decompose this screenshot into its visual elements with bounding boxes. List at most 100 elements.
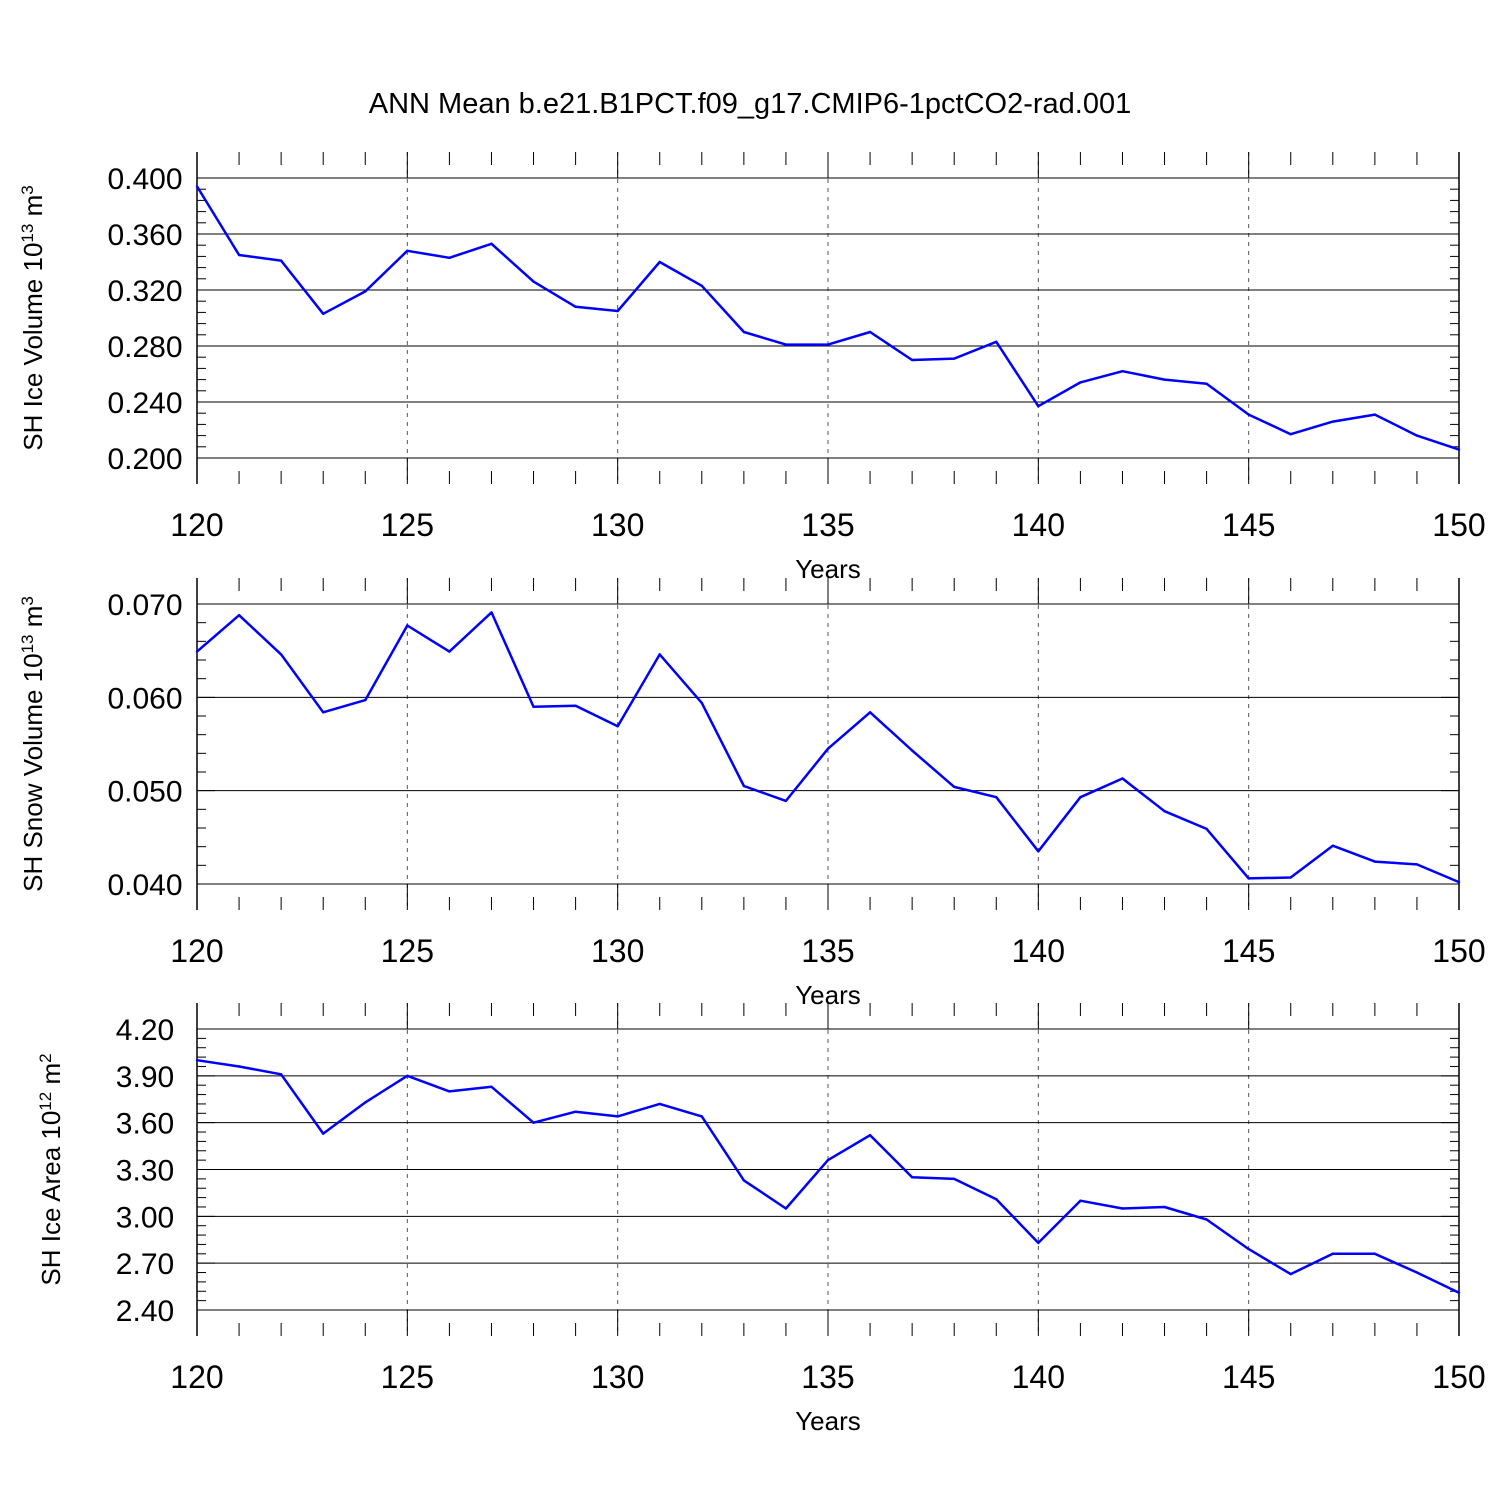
- x-tick-label: 150: [1432, 1359, 1485, 1395]
- panel-3: 2.40 2.70 3.00 3.30 3.60 3.90 4.20 120 125 130 135…: [36, 1003, 1486, 1436]
- data-point: [532, 280, 535, 283]
- data-point: [1415, 434, 1419, 437]
- data-point: [1373, 860, 1377, 863]
- data-point: [910, 1176, 914, 1179]
- x-tick-label: 150: [1432, 507, 1485, 543]
- x-tick-label: 120: [170, 1359, 223, 1395]
- data-point: [1121, 777, 1124, 780]
- y-tick-label: 0.200: [107, 443, 182, 476]
- data-point: [700, 1115, 703, 1118]
- y-tick-label: 0.050: [107, 776, 182, 809]
- y-axis-label-superscript: 13: [18, 634, 37, 653]
- data-point: [1247, 1247, 1250, 1251]
- panel-2: 0.040 0.050 0.060 0.070 120 125 130 135 140 145 15…: [18, 578, 1486, 1010]
- y-tick-label: 3.90: [116, 1061, 174, 1094]
- y-axis-label-text: SH Snow Volume 10: [18, 653, 48, 891]
- y-tick-label: 0.040: [107, 869, 182, 902]
- data-point: [1163, 378, 1166, 381]
- data-point: [784, 799, 788, 803]
- data-point: [237, 1065, 241, 1068]
- data-point: [279, 1073, 283, 1076]
- x-tick-label: 125: [381, 933, 434, 969]
- data-point: [1415, 863, 1419, 866]
- data-point: [1247, 413, 1250, 416]
- data-point: [910, 358, 914, 362]
- y-axis-label: SH Ice Volume 1013 m3: [18, 185, 49, 450]
- data-point: [237, 614, 241, 617]
- data-point: [1289, 433, 1292, 436]
- data-point: [995, 340, 998, 343]
- data-point: [195, 185, 199, 188]
- data-point: [1289, 876, 1292, 879]
- data-point: [448, 650, 451, 653]
- data-point: [1079, 381, 1082, 384]
- y-tick-label: 3.60: [116, 1108, 174, 1141]
- data-point: [1037, 405, 1040, 408]
- data-point: [826, 747, 830, 750]
- data-point: [910, 749, 914, 752]
- x-tick-label: 135: [801, 1359, 854, 1395]
- y-axis-label-superscript: 3: [18, 185, 37, 194]
- data-point: [1205, 382, 1208, 385]
- y-axis-label-superscript: 12: [36, 1092, 55, 1111]
- data-point: [406, 249, 409, 252]
- data-point: [742, 784, 746, 788]
- data-point: [1373, 413, 1377, 416]
- data-point: [784, 1207, 788, 1210]
- data-point: [658, 260, 661, 264]
- data-point: [364, 290, 367, 293]
- y-tick-label: 0.070: [107, 589, 182, 622]
- data-point: [868, 711, 872, 714]
- y-tick-label: 0.400: [107, 163, 182, 196]
- data-point: [995, 1198, 998, 1201]
- data-point: [868, 330, 872, 334]
- y-axis-label-superscript: 13: [18, 224, 37, 243]
- x-tick-label: 150: [1432, 933, 1485, 969]
- data-point: [448, 256, 451, 259]
- data-point: [616, 1115, 619, 1118]
- y-tick-label: 0.360: [107, 219, 182, 252]
- y-tick-label: 0.320: [107, 275, 182, 308]
- data-point: [1331, 420, 1335, 423]
- data-point: [279, 653, 283, 656]
- data-point: [490, 1085, 493, 1089]
- data-point: [1163, 810, 1166, 813]
- data-point: [1331, 1252, 1335, 1256]
- data-point: [364, 1101, 367, 1104]
- data-point: [742, 1179, 746, 1182]
- data-point: [195, 650, 199, 653]
- data-point: [532, 1121, 535, 1124]
- x-tick-label: 130: [591, 1359, 644, 1395]
- data-point: [574, 1110, 577, 1113]
- y-axis-label-superscript: 3: [18, 596, 37, 605]
- data-point: [1457, 880, 1461, 884]
- panel-1: 0.200 0.240 0.280 0.320 0.360 0.400 120 125 130 1…: [18, 152, 1486, 584]
- x-tick-label: 125: [381, 1359, 434, 1395]
- data-point: [1457, 1291, 1461, 1295]
- data-point: [195, 1059, 199, 1062]
- data-point: [574, 305, 577, 308]
- data-point: [826, 1158, 830, 1162]
- y-tick-label: 2.40: [116, 1295, 174, 1328]
- data-point: [1205, 1218, 1208, 1221]
- data-point: [1457, 448, 1461, 451]
- x-axis-label: Years: [795, 1406, 861, 1436]
- x-tick-label: 125: [381, 507, 434, 543]
- data-point: [1331, 844, 1335, 847]
- data-point: [1037, 850, 1040, 853]
- y-axis-label: SH Snow Volume 1013 m3: [18, 596, 49, 892]
- data-point: [700, 284, 703, 287]
- data-point: [784, 343, 788, 346]
- x-tick-label: 145: [1222, 507, 1275, 543]
- y-tick-label: 4.20: [116, 1014, 174, 1047]
- data-point: [1121, 370, 1124, 373]
- data-point: [1247, 877, 1250, 880]
- data-point: [364, 698, 367, 702]
- x-tick-label: 145: [1222, 933, 1275, 969]
- data-point: [1373, 1252, 1377, 1256]
- data-point: [1163, 1205, 1166, 1209]
- y-tick-label: 3.30: [116, 1155, 174, 1188]
- data-point: [953, 357, 956, 360]
- data-point: [406, 1074, 409, 1078]
